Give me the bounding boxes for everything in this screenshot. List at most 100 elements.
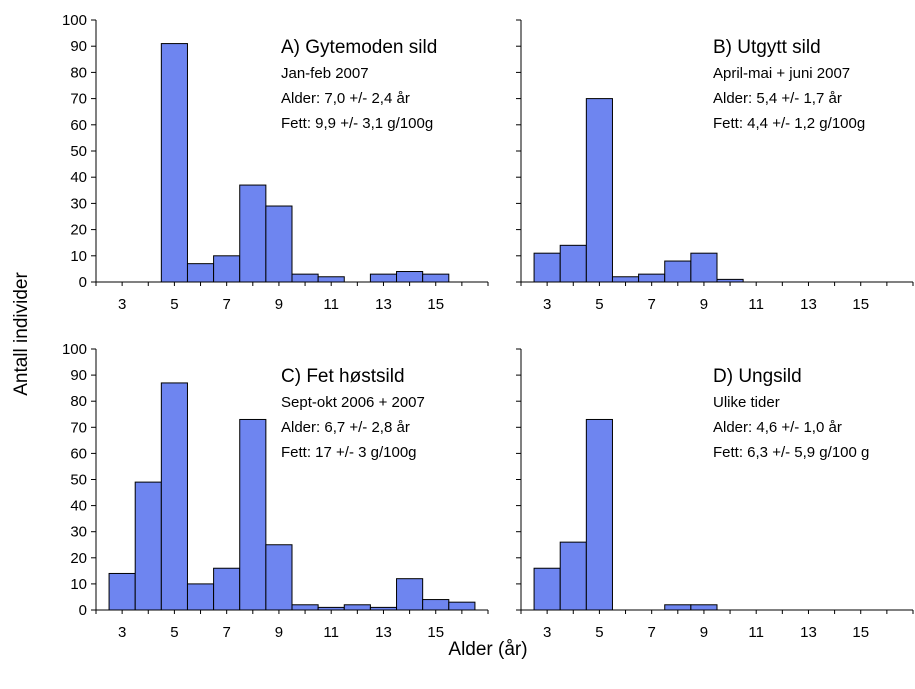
bar-d-age-5 [585,418,613,611]
bar-b-age-9 [690,252,718,283]
bar-c-age-10 [291,604,319,611]
bar-c-age-8 [239,418,267,611]
x-tick-label: 15 [852,624,869,641]
bar-c-age-12 [343,604,371,611]
annotation-line: Fett: 9,9 +/- 3,1 g/100g [281,115,433,132]
x-tick-label: 7 [647,624,655,641]
bar-a-age-6 [186,263,215,283]
annotation-line: April-mai + juni 2007 [713,65,850,82]
bar-d-age-3 [533,567,561,611]
x-tick-label: 5 [595,296,603,313]
annotation-line: Alder: 7,0 +/- 2,4 år [281,90,410,107]
x-tick-label: 13 [375,624,392,641]
bar-b-age-8 [664,260,692,283]
panel-title: D) Ungsild [713,366,802,387]
y-tick-label: 40 [70,169,87,186]
y-tick-label: 70 [70,419,87,436]
x-tick-label: 7 [222,624,230,641]
x-tick-label: 5 [595,624,603,641]
bar-c-age-7 [213,567,241,611]
panel-title: B) Utgytt sild [713,37,821,58]
x-tick-label: 15 [427,296,444,313]
panel-title: C) Fet høstsild [281,366,405,387]
y-tick-label: 30 [70,524,87,541]
y-tick-label: 30 [70,195,87,212]
x-tick-label: 7 [647,296,655,313]
x-tick-label: 15 [852,296,869,313]
y-tick-label: 40 [70,498,87,515]
panel-b: 3 5 7 9 11 13 15 B) Utgytt sild April-mai + juni… [516,19,914,313]
x-tick-label: 5 [170,624,178,641]
x-tick-label: 7 [222,296,230,313]
y-tick-label: 60 [70,117,87,134]
bar-c-age-6 [186,583,215,611]
bar-d-age-9 [690,604,718,611]
y-tick-label: 80 [70,64,87,81]
y-tick-label: 70 [70,91,87,108]
panel-c: 3 5 7 9 11 13 15 0 10 20 30 40 50 60 70 80 90 100 C) Fet h… [62,341,489,641]
y-tick-label: 20 [70,222,87,239]
annotation-line: Alder: 4,6 +/- 1,0 år [713,419,842,436]
x-tick-label: 9 [700,624,708,641]
bar-c-age-5 [160,382,188,611]
y-tick-label: 50 [70,143,87,160]
bar-d-age-8 [664,604,692,611]
panel-title: A) Gytemoden sild [281,37,437,58]
y-axis-title: Antall individer [11,272,32,396]
bar-d-age-4 [559,541,587,611]
y-tick-label: 60 [70,445,87,462]
x-tick-label: 11 [748,624,764,641]
panel-a: 3 5 7 9 11 13 15 0 10 20 30 40 50 60 70 80 90 100 A) Gytem… [62,12,489,313]
annotation-line: Ulike tider [713,394,780,411]
bar-a-age-9 [265,205,293,283]
y-tick-label: 20 [70,550,87,567]
bar-b-age-7 [638,273,666,283]
bar-a-age-15 [422,273,450,283]
bar-c-age-14 [396,578,424,611]
bar-a-age-5 [160,43,188,283]
x-tick-label: 3 [118,624,126,641]
annotation-line: Fett: 17 +/- 3 g/100g [281,444,417,461]
bar-c-age-3 [108,572,136,611]
bar-c-age-4 [134,481,162,611]
y-tick-label: 100 [62,12,87,29]
annotation-line: Jan-feb 2007 [281,65,369,82]
bar-a-age-14 [396,271,424,283]
y-tick-label: 0 [79,274,87,291]
bar-a-age-13 [369,273,398,283]
annotation-line: Fett: 6,3 +/- 5,9 g/100 g [713,444,869,461]
bar-c-age-15 [422,599,450,611]
y-tick-label: 10 [70,576,87,593]
bar-b-age-5 [585,98,613,283]
x-tick-label: 9 [275,296,283,313]
x-tick-label: 9 [275,624,283,641]
x-tick-label: 3 [543,624,551,641]
bar-b-age-4 [559,244,587,283]
bar-a-age-10 [291,273,319,283]
x-tick-label: 9 [700,296,708,313]
bar-c-age-16 [448,601,476,611]
bar-b-age-6 [611,276,640,283]
x-tick-label: 5 [170,296,178,313]
x-tick-label: 13 [800,296,817,313]
bar-b-age-3 [533,252,561,283]
y-tick-label: 80 [70,393,87,410]
y-tick-label: 50 [70,472,87,489]
annotation-line: Fett: 4,4 +/- 1,2 g/100g [713,115,865,132]
y-tick-label: 90 [70,367,87,384]
annotation-line: Alder: 5,4 +/- 1,7 år [713,90,842,107]
bar-c-age-9 [265,544,293,611]
x-tick-label: 13 [800,624,817,641]
x-tick-label: 13 [375,296,392,313]
x-tick-label: 3 [118,296,126,313]
x-axis-title: Alder (år) [448,639,527,660]
bar-a-age-7 [213,255,241,283]
x-tick-label: 11 [323,296,339,313]
bar-a-age-11 [317,276,345,283]
x-tick-label: 11 [748,296,764,313]
y-tick-label: 90 [70,38,87,55]
x-tick-label: 15 [427,624,444,641]
x-tick-label: 11 [323,624,339,641]
y-tick-label: 10 [70,248,87,265]
